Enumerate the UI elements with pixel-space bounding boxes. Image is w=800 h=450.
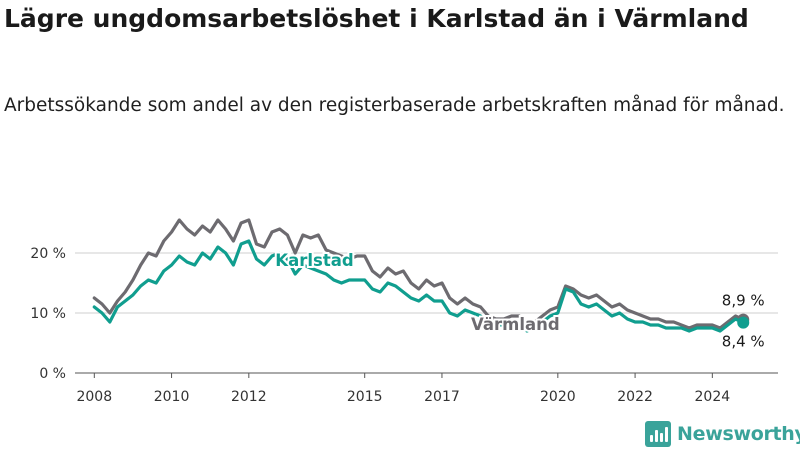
end-value-label-värmland: 8,9 % bbox=[722, 292, 765, 310]
y-tick-label: 20 % bbox=[30, 246, 66, 262]
bar-chart-icon bbox=[645, 421, 671, 447]
chart-subtitle: Arbetssökande som andel av den registerb… bbox=[4, 95, 785, 116]
x-tick-label: 2017 bbox=[424, 389, 460, 405]
gridlines bbox=[75, 252, 778, 374]
y-axis-ticks: 0 % 10 % 20 % bbox=[30, 246, 66, 382]
x-tick-label: 2022 bbox=[617, 389, 653, 405]
x-tick-label: 2008 bbox=[76, 389, 112, 405]
series-label-värmland: Värmland bbox=[471, 315, 560, 334]
series-labels: Värmland 8,9 % Karlstad 8,4 % bbox=[273, 249, 765, 351]
brand-logo: Newsworthy bbox=[645, 420, 800, 448]
chart-title: Lägre ungdomsarbetslöshet i Karlstad än … bbox=[4, 4, 749, 33]
x-tick-label: 2015 bbox=[347, 389, 383, 405]
x-tick-label: 2020 bbox=[540, 389, 576, 405]
series-line-karlstad bbox=[92, 239, 745, 333]
x-tick-label: 2012 bbox=[231, 389, 267, 405]
x-tick-label: 2010 bbox=[154, 389, 190, 405]
series-lines bbox=[92, 218, 750, 333]
end-value-label-karlstad: 8,4 % bbox=[722, 333, 765, 351]
y-tick-label: 10 % bbox=[30, 306, 66, 322]
y-tick-label: 0 % bbox=[39, 366, 66, 382]
x-tick-label: 2024 bbox=[695, 389, 731, 405]
series-line-värmland bbox=[92, 218, 745, 330]
end-point-karlstad bbox=[737, 316, 750, 329]
x-axis-ticks: 2008 2010 2012 2015 2017 2020 2022 2024 bbox=[75, 372, 778, 405]
series-label-karlstad: Karlstad bbox=[275, 251, 353, 270]
brand-name: Newsworthy bbox=[677, 423, 800, 445]
